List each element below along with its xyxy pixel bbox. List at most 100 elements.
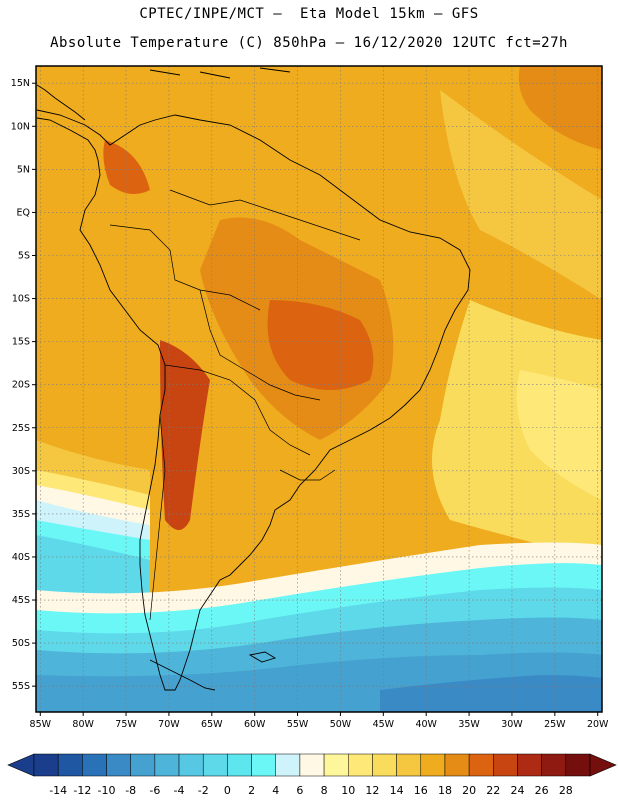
field-north-hot xyxy=(103,140,150,194)
lon-label: 70W xyxy=(158,719,180,730)
colorbar-swatch xyxy=(348,753,373,777)
colorbar-swatch xyxy=(396,753,422,777)
colorbar-labels: -14 -12 -10 -8 -6 -4 -2 0 2 4 6 8 10 12 14 16 18 20 22 24 26… xyxy=(49,784,573,797)
title-line-1: CPTEC/INPE/MCT – Eta Model 15km – GFS xyxy=(139,6,479,22)
colorbar-swatch xyxy=(444,753,470,777)
colorbar-label: 28 xyxy=(559,784,573,797)
plot-frame xyxy=(35,65,603,713)
lat-label: 15N xyxy=(11,78,30,89)
colorbar-label: 8 xyxy=(321,784,328,797)
field-tropical-band xyxy=(440,90,602,300)
colorbar-swatch xyxy=(420,753,446,777)
colorbar-label: 20 xyxy=(462,784,476,797)
field-andes-hot xyxy=(160,340,210,530)
lon-label: 55W xyxy=(287,719,309,730)
colorbar-label: -10 xyxy=(98,784,116,797)
border-north xyxy=(169,189,361,241)
lat-label: EQ xyxy=(17,207,30,218)
lon-label: 20W xyxy=(587,719,609,730)
lon-label: 65W xyxy=(201,719,223,730)
field-satl-yellow xyxy=(432,300,602,560)
colorbar-swatch xyxy=(154,753,180,777)
lat-label: 5S xyxy=(18,250,30,261)
colorbar-label: 26 xyxy=(535,784,549,797)
colorbar-swatch xyxy=(82,753,107,777)
lat-label: 10S xyxy=(12,294,30,305)
lat-label: 25S xyxy=(12,423,30,434)
coast-caribbean-islands xyxy=(149,67,291,79)
colorbar-swatch xyxy=(202,753,228,777)
border-peru-brazil xyxy=(109,224,261,311)
lon-label: 45W xyxy=(373,719,395,730)
lon-label: 35W xyxy=(458,719,480,730)
colorbar-label: 22 xyxy=(486,784,500,797)
field-satl-paleyellow xyxy=(516,370,602,500)
coast-south-america xyxy=(36,109,471,691)
colorbar-swatch xyxy=(130,753,156,777)
lon-label: 50W xyxy=(330,719,352,730)
colorbar-swatch xyxy=(565,753,591,777)
lat-label: 40S xyxy=(12,552,30,563)
lat-label: 30S xyxy=(12,466,30,477)
colorbar-label: -12 xyxy=(73,784,91,797)
border-paraguay-argentina xyxy=(164,364,311,456)
lon-label: 80W xyxy=(72,719,94,730)
lon-label: 25W xyxy=(544,719,566,730)
lat-label: 15S xyxy=(12,337,30,348)
colorbar-swatch xyxy=(275,753,301,777)
lat-label: 5N xyxy=(17,164,30,175)
title-line-2: Absolute Temperature (C) 850hPa – 16/12/… xyxy=(50,35,568,51)
lat-label: 45S xyxy=(12,595,30,606)
colorbar-swatch xyxy=(227,753,252,777)
lat-label: 35S xyxy=(12,509,30,520)
lat-label: 50S xyxy=(12,638,30,649)
colorbar xyxy=(7,753,617,777)
colorbar-label: 14 xyxy=(390,784,404,797)
colorbar-label: 6 xyxy=(296,784,303,797)
colorbar-label: 12 xyxy=(365,784,379,797)
coast-falklands xyxy=(248,651,277,663)
lat-label: 20S xyxy=(12,380,30,391)
colorbar-label: -8 xyxy=(125,784,136,797)
temperature-field xyxy=(36,66,602,712)
colorbar-swatch xyxy=(299,753,325,777)
field-continent-hot xyxy=(267,300,374,390)
border-uruguay xyxy=(279,469,336,481)
country-borders xyxy=(109,189,361,621)
field-ne-warm xyxy=(518,66,602,150)
lon-label: 40W xyxy=(415,719,437,730)
colorbar-swatch xyxy=(541,753,567,777)
colorbar-label: 18 xyxy=(438,784,452,797)
colorbar-label: 24 xyxy=(510,784,524,797)
field-so-blue3 xyxy=(380,675,602,712)
colorbar-swatch xyxy=(468,753,494,777)
colorbar-label: 4 xyxy=(272,784,279,797)
lat-label: 10N xyxy=(11,121,30,132)
colorbar-swatch xyxy=(57,753,83,777)
lon-label: 75W xyxy=(115,719,137,730)
lon-label: 30W xyxy=(501,719,523,730)
colorbar-swatch xyxy=(517,753,542,777)
coast-tierra-del-fuego xyxy=(149,659,216,691)
colorbar-label: -2 xyxy=(198,784,209,797)
lon-label: 60W xyxy=(244,719,266,730)
border-bolivia xyxy=(199,289,321,401)
longitude-labels: 85W 80W 75W 70W 65W 60W 55W 50W 45W 40W 35W 30W 25W 2… xyxy=(30,712,609,730)
lat-label: 55S xyxy=(12,681,30,692)
colorbar-swatch xyxy=(493,753,518,777)
colorbar-swatch xyxy=(323,753,349,777)
colorbar-swatch xyxy=(251,753,276,777)
colorbar-label: -14 xyxy=(49,784,67,797)
latitude-labels: 15N 10N 5N EQ 5S 10S 15S 20S 25S 30S 35S 40S 45S 50S 5… xyxy=(11,78,36,692)
colorbar-label: 2 xyxy=(248,784,255,797)
colorbar-swatch xyxy=(178,753,204,777)
colorbar-label: 16 xyxy=(414,784,428,797)
colorbar-under-arrow xyxy=(7,753,35,777)
colorbar-swatch xyxy=(106,753,131,777)
colorbar-swatch xyxy=(372,753,397,777)
colorbar-label: 0 xyxy=(224,784,231,797)
coast-central-america xyxy=(36,84,86,121)
colorbar-over-arrow xyxy=(589,753,617,777)
colorbar-label: 10 xyxy=(341,784,355,797)
